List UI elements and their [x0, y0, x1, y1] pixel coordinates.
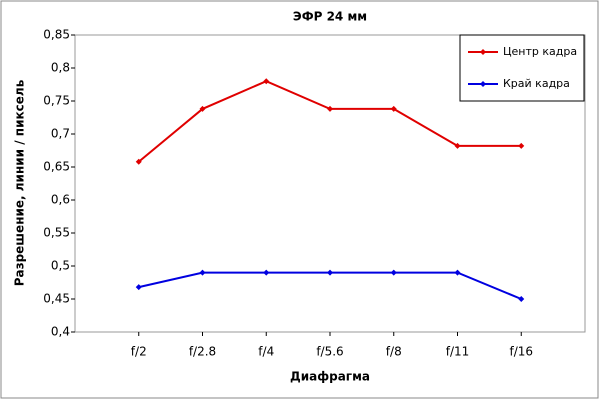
- x-tick-label: f/11: [446, 345, 470, 359]
- y-tick-label: 0,55: [43, 226, 70, 240]
- legend-label: Центр кадра: [503, 45, 577, 58]
- y-tick-label: 0,65: [43, 160, 70, 174]
- data-point: [263, 78, 270, 85]
- data-point: [327, 269, 333, 276]
- x-tick-label: f/5.6: [316, 345, 343, 359]
- x-tick-label: f/16: [509, 345, 533, 359]
- data-point: [390, 269, 397, 276]
- x-tick-label: f/8: [386, 345, 402, 359]
- x-tick-label: f/2.8: [189, 345, 216, 359]
- legend-marker: [480, 49, 486, 55]
- legend-marker: [480, 81, 486, 87]
- legend-label: Край кадра: [503, 77, 570, 90]
- data-point: [454, 142, 461, 149]
- y-tick-label: 0,8: [51, 61, 70, 75]
- x-tick-label: f/2: [131, 345, 147, 359]
- y-tick-label: 0,5: [51, 259, 70, 273]
- y-tick-label: 0,75: [43, 94, 70, 108]
- data-point: [135, 284, 142, 291]
- data-point: [454, 269, 461, 276]
- data-point: [135, 158, 142, 165]
- x-axis-label: Диафрагма: [290, 370, 370, 384]
- legend: [459, 34, 585, 102]
- y-tick-label: 0,85: [43, 28, 70, 42]
- x-tick-label: f/4: [258, 345, 274, 359]
- y-tick-label: 0,4: [51, 325, 70, 339]
- y-tick-label: 0,45: [43, 292, 70, 306]
- data-point: [327, 105, 333, 112]
- y-tick-label: 0,7: [51, 127, 70, 141]
- data-point: [199, 269, 206, 276]
- y-tick-label: 0,6: [51, 193, 70, 207]
- data-point: [518, 142, 525, 149]
- data-point: [390, 105, 397, 112]
- data-point: [263, 269, 270, 276]
- data-point: [518, 296, 525, 302]
- y-axis-label: Разрешение, линии / пиксель: [13, 79, 27, 286]
- data-point: [199, 105, 206, 112]
- chart-title: ЭФР 24 мм: [293, 10, 367, 24]
